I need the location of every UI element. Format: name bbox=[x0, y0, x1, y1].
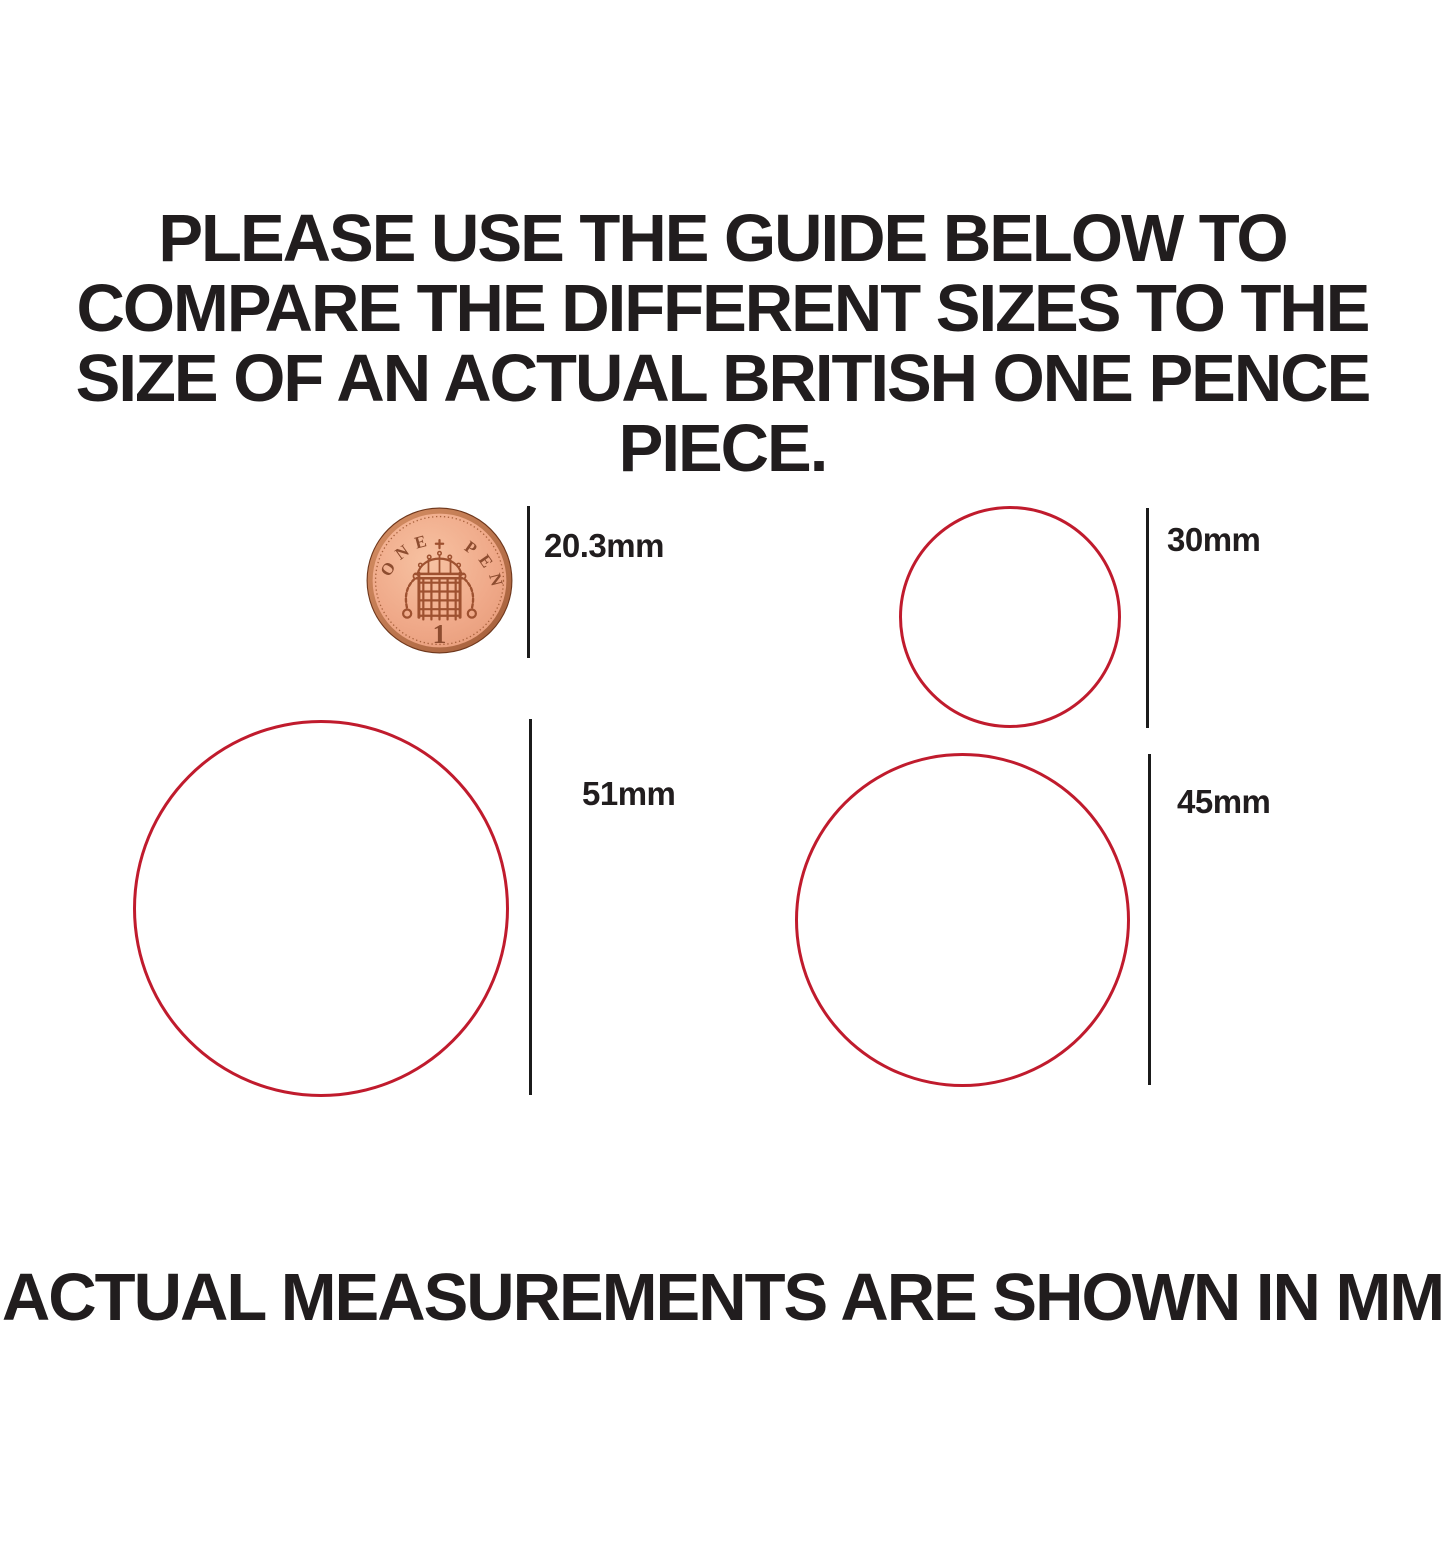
ruler-line-30mm bbox=[1146, 508, 1149, 728]
size-label-45mm: 45mm bbox=[1177, 783, 1271, 820]
circle-51mm bbox=[133, 720, 509, 1097]
page-title-line-4: PIECE. bbox=[618, 411, 829, 486]
circle-45mm bbox=[795, 753, 1130, 1087]
coin-beaded-ring bbox=[374, 515, 505, 646]
page-title: PLEASE USE THE GUIDE BELOW TO COMPARE TH… bbox=[0, 204, 1445, 484]
page-title-line-2: COMPARE THE DIFFERENT SIZES TO THE bbox=[76, 271, 1371, 346]
portcullis-emblem bbox=[402, 538, 477, 621]
coin-denomination: 1 bbox=[433, 619, 447, 650]
page-title-line-3: SIZE OF AN ACTUAL BRITISH ONE PENCE bbox=[75, 341, 1372, 416]
ruler-line-51mm bbox=[529, 719, 532, 1095]
size-label-51mm: 51mm bbox=[582, 775, 676, 812]
ruler-line-45mm bbox=[1148, 754, 1151, 1085]
size-label-penny: 20.3mm bbox=[544, 527, 664, 564]
ruler-line-penny bbox=[527, 506, 530, 658]
footer-note: ACTUAL MEASUREMENTS ARE SHOWN IN MM bbox=[1, 1260, 1445, 1335]
page-title-line-1: PLEASE USE THE GUIDE BELOW TO bbox=[158, 201, 1288, 276]
size-label-30mm: 30mm bbox=[1167, 521, 1261, 558]
one-penny-coin-image: ONE PENNY bbox=[366, 507, 513, 654]
circle-30mm bbox=[899, 506, 1121, 728]
